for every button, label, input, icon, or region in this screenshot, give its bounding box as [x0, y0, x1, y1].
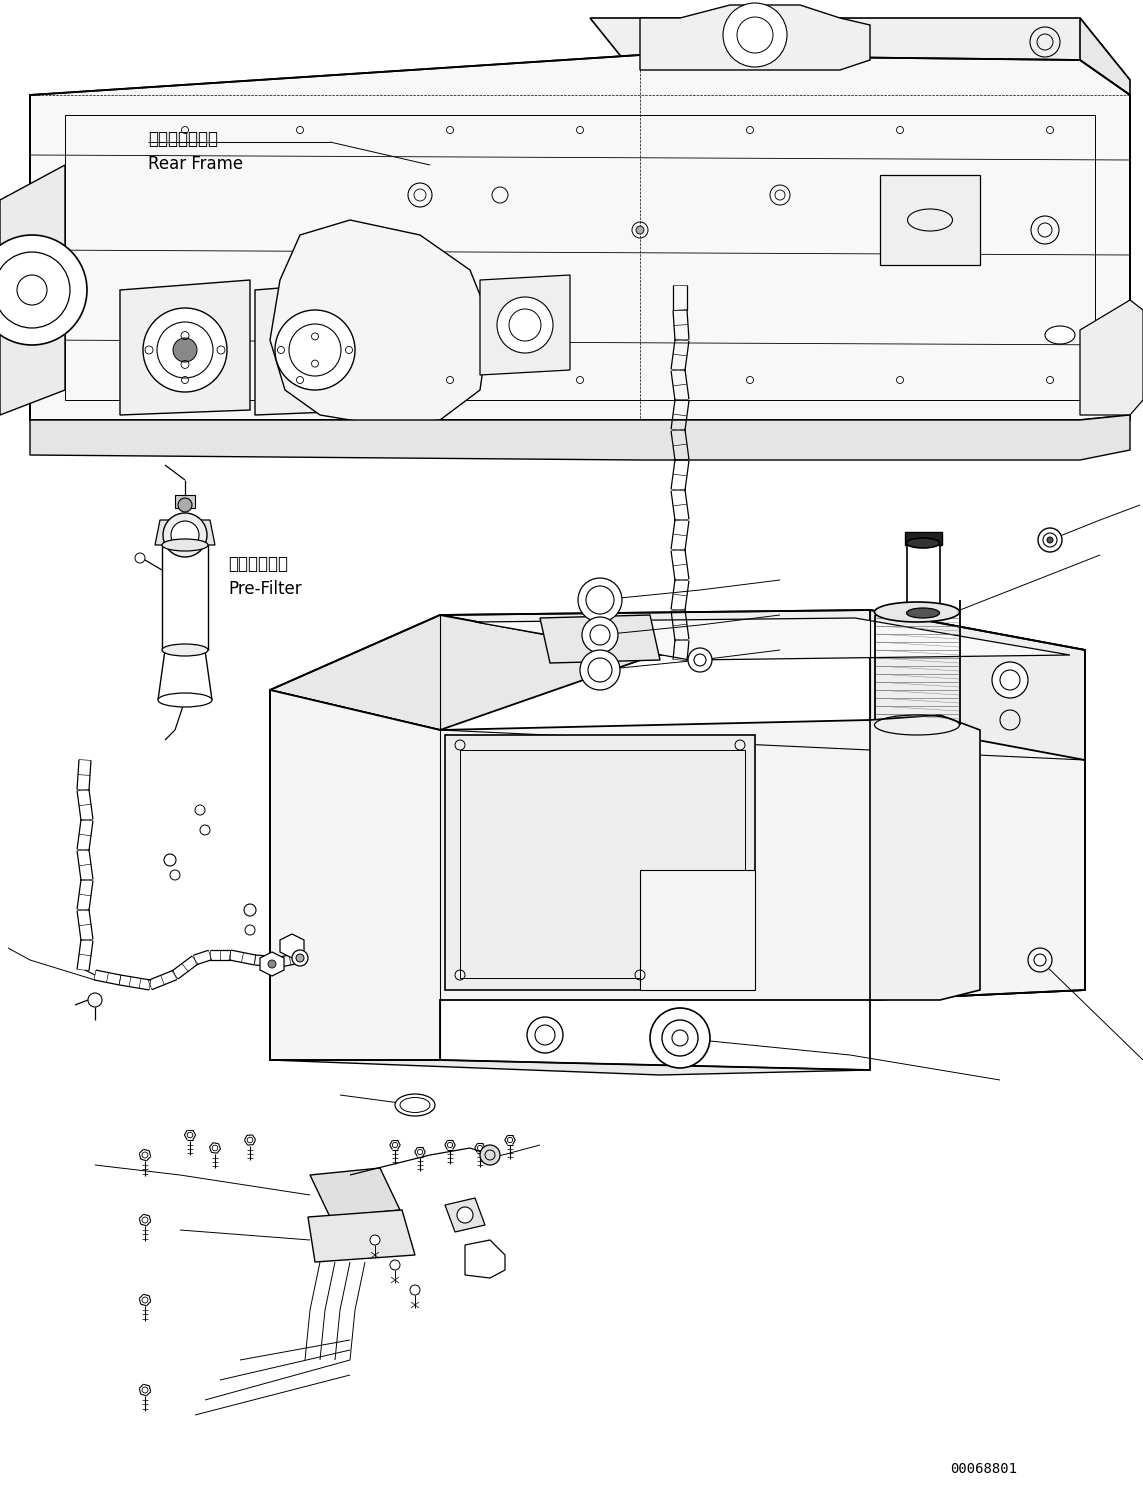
Circle shape [527, 1017, 563, 1053]
Text: 00068801: 00068801 [950, 1463, 1017, 1476]
Circle shape [370, 1235, 379, 1245]
Polygon shape [30, 414, 1130, 461]
Polygon shape [270, 690, 440, 1060]
Polygon shape [259, 951, 283, 977]
Circle shape [143, 309, 227, 392]
Polygon shape [480, 274, 570, 376]
Circle shape [0, 236, 87, 344]
Circle shape [578, 579, 622, 622]
Circle shape [580, 650, 620, 690]
Circle shape [178, 498, 192, 511]
Circle shape [163, 513, 207, 558]
Circle shape [650, 1008, 710, 1068]
Polygon shape [310, 1167, 400, 1217]
Polygon shape [905, 532, 942, 546]
Circle shape [296, 954, 304, 962]
Polygon shape [590, 18, 1130, 81]
Polygon shape [870, 610, 1085, 1000]
Circle shape [1028, 948, 1052, 972]
Ellipse shape [162, 540, 208, 552]
Ellipse shape [874, 602, 959, 622]
Circle shape [390, 1260, 400, 1270]
Polygon shape [270, 690, 1085, 1060]
Circle shape [135, 553, 145, 564]
Circle shape [170, 871, 179, 880]
Text: Rear Frame: Rear Frame [147, 155, 243, 173]
Circle shape [171, 520, 199, 549]
Polygon shape [255, 280, 379, 414]
Polygon shape [539, 614, 660, 663]
Ellipse shape [162, 644, 208, 656]
Polygon shape [640, 871, 756, 990]
Polygon shape [1080, 18, 1130, 414]
Circle shape [636, 227, 644, 234]
Polygon shape [1080, 300, 1143, 414]
Circle shape [267, 960, 275, 968]
Polygon shape [870, 716, 980, 1000]
Ellipse shape [906, 608, 940, 617]
Circle shape [457, 1208, 473, 1223]
Polygon shape [30, 55, 1130, 420]
Circle shape [688, 649, 712, 672]
Polygon shape [120, 280, 250, 414]
Circle shape [497, 297, 553, 353]
Circle shape [586, 625, 614, 652]
Polygon shape [445, 735, 756, 990]
Polygon shape [155, 520, 215, 546]
Text: Pre-Filter: Pre-Filter [227, 580, 302, 598]
Text: リヤーフレーム: リヤーフレーム [147, 130, 218, 148]
Ellipse shape [158, 693, 211, 707]
Polygon shape [445, 1197, 485, 1232]
Circle shape [480, 1145, 499, 1164]
Polygon shape [0, 166, 65, 414]
Polygon shape [280, 933, 304, 959]
Polygon shape [270, 614, 655, 731]
Circle shape [724, 3, 788, 67]
Circle shape [410, 1285, 419, 1296]
Circle shape [1038, 528, 1062, 552]
Circle shape [992, 662, 1028, 698]
Circle shape [275, 310, 355, 391]
Polygon shape [270, 221, 490, 425]
Ellipse shape [395, 1094, 435, 1115]
Text: プリフィルタ: プリフィルタ [227, 555, 288, 573]
Polygon shape [270, 1060, 870, 1075]
Polygon shape [475, 617, 1070, 661]
Polygon shape [880, 174, 980, 265]
Circle shape [1047, 537, 1053, 543]
Ellipse shape [1045, 327, 1076, 344]
Circle shape [88, 993, 102, 1006]
Ellipse shape [906, 538, 940, 549]
Circle shape [173, 338, 197, 362]
Polygon shape [440, 610, 1085, 655]
Circle shape [582, 617, 618, 653]
Circle shape [163, 854, 176, 866]
Polygon shape [640, 4, 870, 70]
Polygon shape [175, 495, 195, 508]
Circle shape [291, 950, 307, 966]
Polygon shape [465, 1241, 505, 1278]
Polygon shape [307, 1211, 415, 1261]
